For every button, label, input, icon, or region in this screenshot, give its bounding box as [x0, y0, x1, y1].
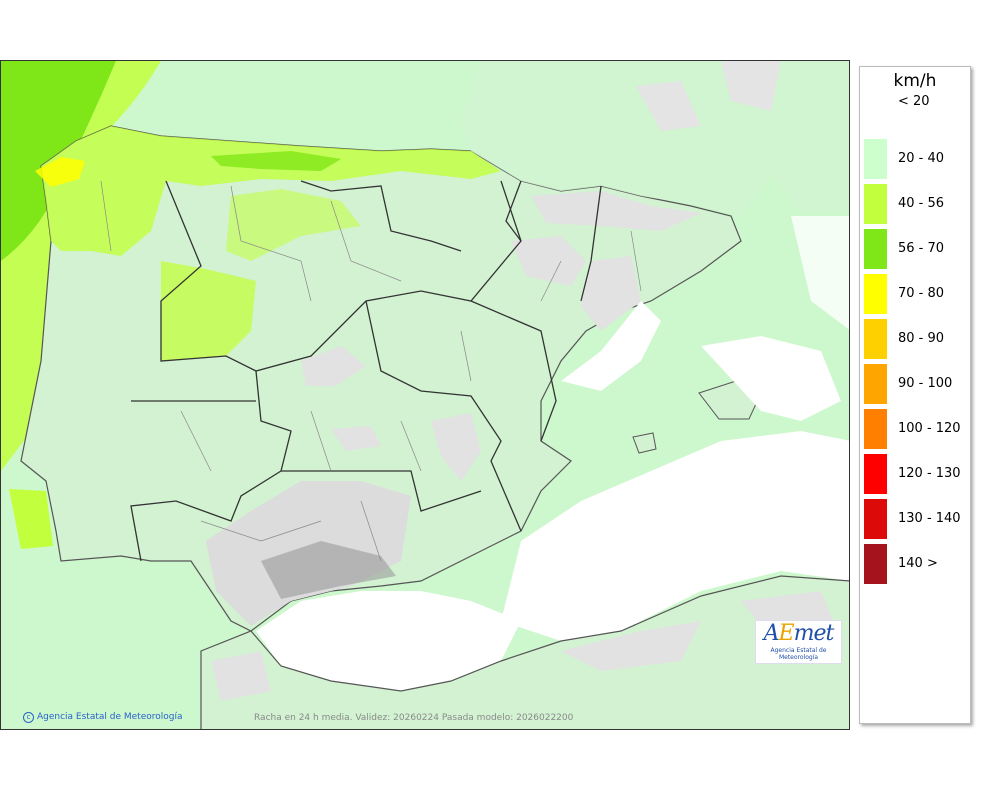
- legend-label: 20 - 40: [898, 151, 945, 166]
- calm-central: [301, 346, 366, 386]
- legend-item: 100 - 120: [860, 409, 970, 449]
- wind-cantabrian-56-70: [211, 151, 341, 171]
- province-borders: [100, 180, 642, 562]
- legend-swatch: [864, 274, 887, 314]
- calm-atlas: [561, 621, 701, 671]
- calm-france: [636, 81, 701, 131]
- no-data-mediterranean: [501, 431, 849, 641]
- legend-label: 90 - 100: [898, 376, 953, 391]
- no-data-ligurian: [791, 216, 849, 330]
- legend-swatch: [864, 544, 887, 584]
- logo-subtitle: Agencia Estatal de Meteorología: [770, 647, 827, 661]
- map-frame: c Agencia Estatal de Meteorología Racha e…: [0, 60, 850, 730]
- legend-item: 70 - 80: [860, 274, 970, 314]
- legend-item: 120 - 130: [860, 454, 970, 494]
- atlantic-patch-sw: [9, 489, 53, 549]
- no-data-balearic-sea: [701, 336, 841, 421]
- regional-borders: [130, 180, 602, 562]
- legend-swatch: [864, 319, 887, 359]
- calm-rif: [211, 651, 271, 701]
- legend-item: 56 - 70: [860, 229, 970, 269]
- ibiza: [632, 432, 657, 454]
- calm-ebro-east: [581, 256, 641, 331]
- legend-label: 40 - 56: [898, 196, 945, 211]
- legend-item: 130 - 140: [860, 499, 970, 539]
- wind-centre-north: [226, 189, 361, 261]
- wind-gust-map: [1, 61, 849, 729]
- legend-swatch: [864, 229, 887, 269]
- legend-item: 40 - 56: [860, 184, 970, 224]
- legend-label: 70 - 80: [898, 286, 945, 301]
- legend-item: 90 - 100: [860, 364, 970, 404]
- legend-item: 20 - 40: [860, 139, 970, 179]
- legend-label: 130 - 140: [898, 511, 961, 526]
- legend-swatch: [864, 139, 887, 179]
- copyright-icon: c: [23, 712, 34, 723]
- calm-la-mancha: [331, 426, 381, 451]
- calm-southeast: [431, 413, 481, 481]
- legend-item: 80 - 90: [860, 319, 970, 359]
- calm-pyrenees: [531, 191, 701, 231]
- calm-alps: [721, 61, 781, 111]
- credit-text: c Agencia Estatal de Meteorología: [23, 712, 183, 723]
- legend-label: 120 - 130: [898, 466, 961, 481]
- legend-item: 140 >: [860, 544, 970, 584]
- logo-mark: AEmet: [763, 621, 835, 646]
- wind-yellow-galicia: [35, 157, 85, 187]
- north-africa-land: [200, 575, 849, 729]
- wind-portugal-north: [161, 261, 256, 361]
- legend-swatch: [864, 184, 887, 224]
- legend-label: 140 >: [898, 556, 938, 571]
- legend-unit: km/h: [893, 71, 937, 91]
- legend-swatch: [864, 499, 887, 539]
- legend-label: 100 - 120: [898, 421, 961, 436]
- aemet-logo: AEmet Agencia Estatal de Meteorología: [755, 620, 842, 664]
- legend-swatch: [864, 364, 887, 404]
- wind-north-coast: [41, 126, 501, 256]
- no-data-valencia-gulf: [561, 301, 661, 391]
- calm-iberian: [511, 236, 586, 286]
- legend-label: 80 - 90: [898, 331, 945, 346]
- legend-item: < 20: [860, 94, 970, 134]
- no-data-alboran: [256, 591, 521, 691]
- legend-swatch: [864, 454, 887, 494]
- legend-swatch: [864, 409, 887, 449]
- validity-text: Racha en 24 h media. Validez: 20260224 P…: [254, 713, 574, 723]
- legend-panel: km/h < 20 20 - 40 40 - 56 56 - 70 70 - 80 80 …: [859, 66, 971, 724]
- calm-sierra-texture: [261, 541, 396, 599]
- legend-label: 56 - 70: [898, 241, 945, 256]
- legend-label: < 20: [898, 94, 930, 109]
